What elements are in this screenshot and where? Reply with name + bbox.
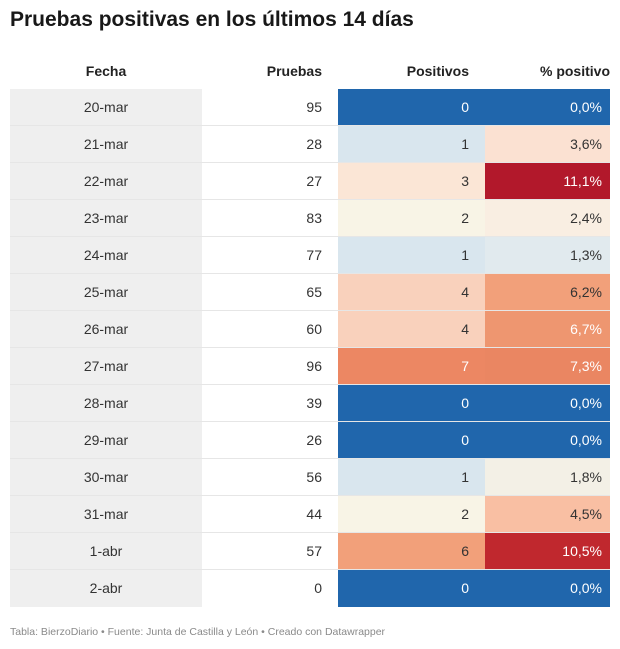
header-fecha[interactable]: Fecha [85, 63, 127, 79]
cell-fecha: 26-mar [10, 311, 202, 347]
table-row: 20-mar 95 0 0,0% [10, 89, 610, 126]
cell-positivos: 0 [338, 422, 485, 458]
cell-pct-positivo: 0,0% [485, 422, 610, 458]
cell-pct-positivo: 6,7% [485, 311, 610, 347]
cell-fecha: 24-mar [10, 237, 202, 273]
cell-pruebas: 27 [306, 173, 322, 189]
table-row: 23-mar 83 2 2,4% [10, 200, 610, 237]
cell-positivos: 1 [338, 459, 485, 495]
cell-fecha: 31-mar [10, 496, 202, 532]
cell-fecha: 30-mar [10, 459, 202, 495]
cell-pruebas: 95 [306, 99, 322, 115]
cell-positivos: 7 [338, 348, 485, 384]
cell-pct-positivo: 6,2% [485, 274, 610, 310]
cell-positivos: 0 [338, 385, 485, 421]
cell-pct-positivo: 1,8% [485, 459, 610, 495]
cell-pct-positivo: 0,0% [485, 570, 610, 607]
cell-pct-positivo: 0,0% [485, 385, 610, 421]
cell-fecha: 23-mar [10, 200, 202, 236]
cell-fecha: 22-mar [10, 163, 202, 199]
cell-pct-positivo: 2,4% [485, 200, 610, 236]
table-row: 26-mar 60 4 6,7% [10, 311, 610, 348]
table-header: Fecha Pruebas Positivos % positivo [10, 52, 610, 89]
table-row: 22-mar 27 3 11,1% [10, 163, 610, 200]
cell-pruebas: 26 [306, 432, 322, 448]
cell-pruebas: 28 [306, 136, 322, 152]
chart-title: Pruebas positivas en los últimos 14 días [10, 8, 414, 31]
cell-pct-positivo: 4,5% [485, 496, 610, 532]
cell-pruebas: 57 [306, 543, 322, 559]
cell-pct-positivo: 10,5% [485, 533, 610, 569]
cell-positivos: 0 [338, 570, 485, 607]
cell-positivos: 0 [338, 89, 485, 125]
table-row: 21-mar 28 1 3,6% [10, 126, 610, 163]
cell-positivos: 2 [338, 200, 485, 236]
cell-pruebas: 44 [306, 506, 322, 522]
cell-positivos: 4 [338, 274, 485, 310]
table-row: 27-mar 96 7 7,3% [10, 348, 610, 385]
cell-positivos: 1 [338, 126, 485, 162]
cell-positivos: 6 [338, 533, 485, 569]
cell-pruebas: 83 [306, 210, 322, 226]
cell-fecha: 27-mar [10, 348, 202, 384]
table-row: 29-mar 26 0 0,0% [10, 422, 610, 459]
table-row: 25-mar 65 4 6,2% [10, 274, 610, 311]
cell-positivos: 3 [338, 163, 485, 199]
cell-fecha: 20-mar [10, 89, 202, 125]
cell-pct-positivo: 1,3% [485, 237, 610, 273]
cell-pct-positivo: 0,0% [485, 89, 610, 125]
cell-pruebas: 65 [306, 284, 322, 300]
table-row: 24-mar 77 1 1,3% [10, 237, 610, 274]
cell-fecha: 1-abr [10, 533, 202, 569]
header-positivos[interactable]: Positivos [406, 63, 469, 79]
cell-pruebas: 56 [306, 469, 322, 485]
cell-pruebas: 96 [306, 358, 322, 374]
cell-fecha: 21-mar [10, 126, 202, 162]
cell-pruebas: 60 [306, 321, 322, 337]
cell-positivos: 1 [338, 237, 485, 273]
cell-positivos: 2 [338, 496, 485, 532]
data-table: Fecha Pruebas Positivos % positivo 20-ma… [10, 52, 610, 607]
table-row: 30-mar 56 1 1,8% [10, 459, 610, 496]
table-row: 28-mar 39 0 0,0% [10, 385, 610, 422]
cell-fecha: 28-mar [10, 385, 202, 421]
table-row: 31-mar 44 2 4,5% [10, 496, 610, 533]
table-body: 20-mar 95 0 0,0% 21-mar 28 1 3,6% 22-mar 27 3 11,1%… [10, 89, 610, 607]
cell-pct-positivo: 7,3% [485, 348, 610, 384]
cell-positivos: 4 [338, 311, 485, 347]
header-pruebas[interactable]: Pruebas [266, 63, 322, 79]
cell-pruebas: 77 [306, 247, 322, 263]
cell-fecha: 29-mar [10, 422, 202, 458]
table-row: 2-abr 0 0 0,0% [10, 570, 610, 607]
table-row: 1-abr 57 6 10,5% [10, 533, 610, 570]
cell-fecha: 25-mar [10, 274, 202, 310]
cell-fecha: 2-abr [10, 570, 202, 607]
cell-pruebas: 39 [306, 395, 322, 411]
cell-pct-positivo: 11,1% [485, 163, 610, 199]
cell-pct-positivo: 3,6% [485, 126, 610, 162]
cell-pruebas: 0 [314, 580, 322, 596]
source-footer: Tabla: BierzoDiario • Fuente: Junta de C… [10, 626, 386, 638]
header-pct-positivo[interactable]: % positivo [539, 63, 610, 79]
